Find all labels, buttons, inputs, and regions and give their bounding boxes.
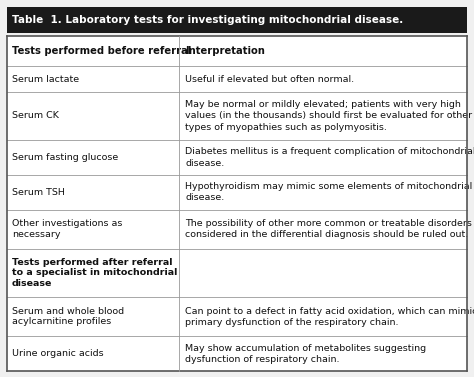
Text: The possibility of other more common or treatable disorders
considered in the di: The possibility of other more common or …: [185, 219, 473, 239]
Bar: [7, 7, 467, 33]
Text: May show accumulation of metabolites suggesting
dysfunction of respiratory chain: May show accumulation of metabolites sug…: [185, 343, 427, 364]
Text: Can point to a defect in fatty acid oxidation, which can mimic
primary dysfuncti: Can point to a defect in fatty acid oxid…: [185, 307, 474, 327]
Text: Serum CK: Serum CK: [12, 112, 59, 121]
Text: Serum lactate: Serum lactate: [12, 75, 79, 84]
Text: Serum TSH: Serum TSH: [12, 188, 65, 197]
Text: Hypothyroidism may mimic some elements of mitochondrial
disease.: Hypothyroidism may mimic some elements o…: [185, 182, 473, 202]
Text: Tests performed before referral: Tests performed before referral: [12, 46, 191, 56]
Text: Tests performed after referral
to a specialist in mitochondrial
disease: Tests performed after referral to a spec…: [12, 258, 177, 288]
Text: Diabetes mellitus is a frequent complication of mitochondrial
disease.: Diabetes mellitus is a frequent complica…: [185, 147, 474, 167]
Text: May be normal or mildly elevated; patients with very high
values (in the thousan: May be normal or mildly elevated; patien…: [185, 100, 473, 132]
Bar: [7, 36, 467, 371]
Text: Table  1. Laboratory tests for investigating mitochondrial disease.: Table 1. Laboratory tests for investigat…: [12, 15, 403, 25]
Text: Interpretation: Interpretation: [185, 46, 265, 56]
Text: Urine organic acids: Urine organic acids: [12, 349, 104, 358]
Text: Useful if elevated but often normal.: Useful if elevated but often normal.: [185, 75, 355, 84]
Text: Serum fasting glucose: Serum fasting glucose: [12, 153, 118, 162]
Text: Serum and whole blood
acylcarnitine profiles: Serum and whole blood acylcarnitine prof…: [12, 307, 124, 326]
Text: Other investigations as
necessary: Other investigations as necessary: [12, 219, 122, 239]
